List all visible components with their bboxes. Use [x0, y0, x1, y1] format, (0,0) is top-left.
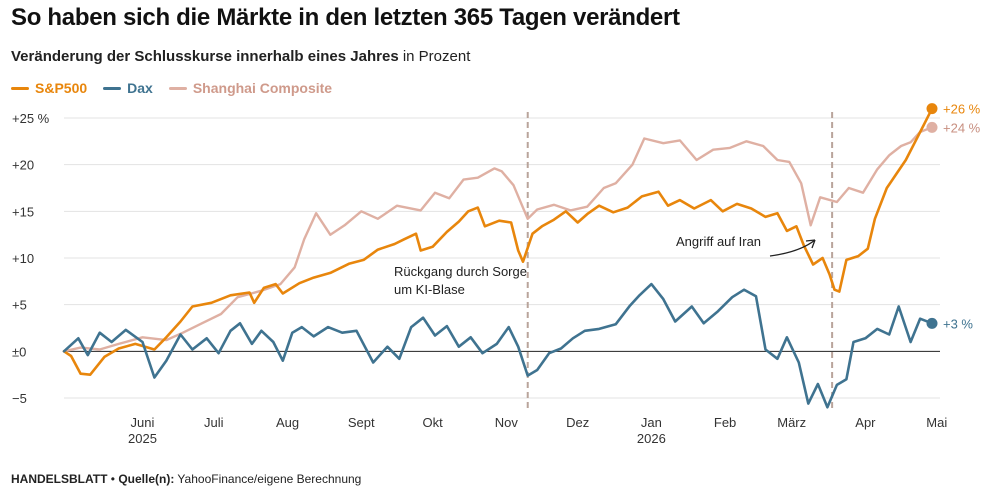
legend-label-sp500: S&P500	[35, 80, 88, 96]
series-end-label: +3 %	[943, 316, 973, 331]
y-tick-label: +25 %	[12, 111, 50, 126]
annotation-arrowhead	[805, 239, 816, 249]
x-tick-label: Sept	[348, 415, 375, 430]
legend: S&P500 Dax Shanghai Composite	[11, 80, 332, 96]
series-end-point	[926, 121, 938, 133]
y-tick-label: +20	[12, 158, 34, 173]
legend-swatch-dax	[103, 86, 122, 90]
x-tick-year: 2025	[128, 431, 157, 446]
series-line	[62, 107, 934, 376]
annotation-arrow	[769, 239, 816, 257]
annotation-label: um KI-Blase	[394, 282, 465, 297]
footer-separator: •	[107, 472, 119, 486]
x-tick-label: Apr	[855, 415, 876, 430]
legend-item-sp500: S&P500	[11, 80, 87, 96]
legend-label-dax: Dax	[127, 80, 153, 96]
y-tick-label: +5	[12, 298, 27, 313]
series-line	[62, 282, 934, 409]
publisher-name: HANDELSBLATT	[11, 472, 108, 486]
y-tick-label: ±0	[12, 344, 26, 359]
legend-swatch-shanghai	[168, 86, 187, 90]
series-end-point	[926, 317, 938, 329]
chart-subtitle: Veränderung der Schlusskurse innerhalb e…	[11, 48, 470, 65]
annotation-label: Rückgang durch Sorge	[394, 264, 527, 279]
footer-source: HANDELSBLATT • Quelle(n): YahooFinance/e…	[11, 472, 361, 486]
legend-swatch-sp500	[11, 86, 29, 90]
subtitle-main: Veränderung der Schlusskurse innerhalb e…	[11, 48, 399, 65]
x-tick-label: Nov	[495, 415, 519, 430]
y-tick-label: +15	[12, 204, 34, 219]
subtitle-unit: in Prozent	[398, 48, 471, 65]
x-tick-label: Okt	[422, 415, 443, 430]
x-tick-label: Feb	[714, 415, 736, 430]
series-end-label: +26 %	[943, 102, 981, 117]
source-text: YahooFinance/eigene Berechnung	[174, 472, 362, 486]
x-tick-label: Jan	[641, 415, 662, 430]
x-tick-label: Aug	[276, 415, 299, 430]
x-tick-label: Mai	[926, 415, 947, 430]
legend-item-dax: Dax	[103, 80, 153, 96]
legend-item-shanghai: Shanghai Composite	[168, 80, 333, 96]
x-tick-label: Juli	[204, 415, 224, 430]
y-tick-label: −5	[12, 391, 27, 406]
source-label: Quelle(n):	[118, 472, 175, 486]
series-end-point	[926, 103, 938, 115]
legend-label-shanghai: Shanghai Composite	[192, 80, 333, 96]
x-tick-label: März	[777, 415, 806, 430]
x-tick-label: Dez	[566, 415, 589, 430]
series-end-label: +24 %	[943, 120, 981, 135]
page-title: So haben sich die Märkte in den letzten …	[11, 4, 680, 31]
annotation-label: Angriff auf Iran	[676, 234, 761, 249]
x-tick-year: 2026	[637, 431, 666, 446]
x-tick-label: Juni	[131, 415, 155, 430]
y-tick-label: +10	[12, 251, 34, 266]
